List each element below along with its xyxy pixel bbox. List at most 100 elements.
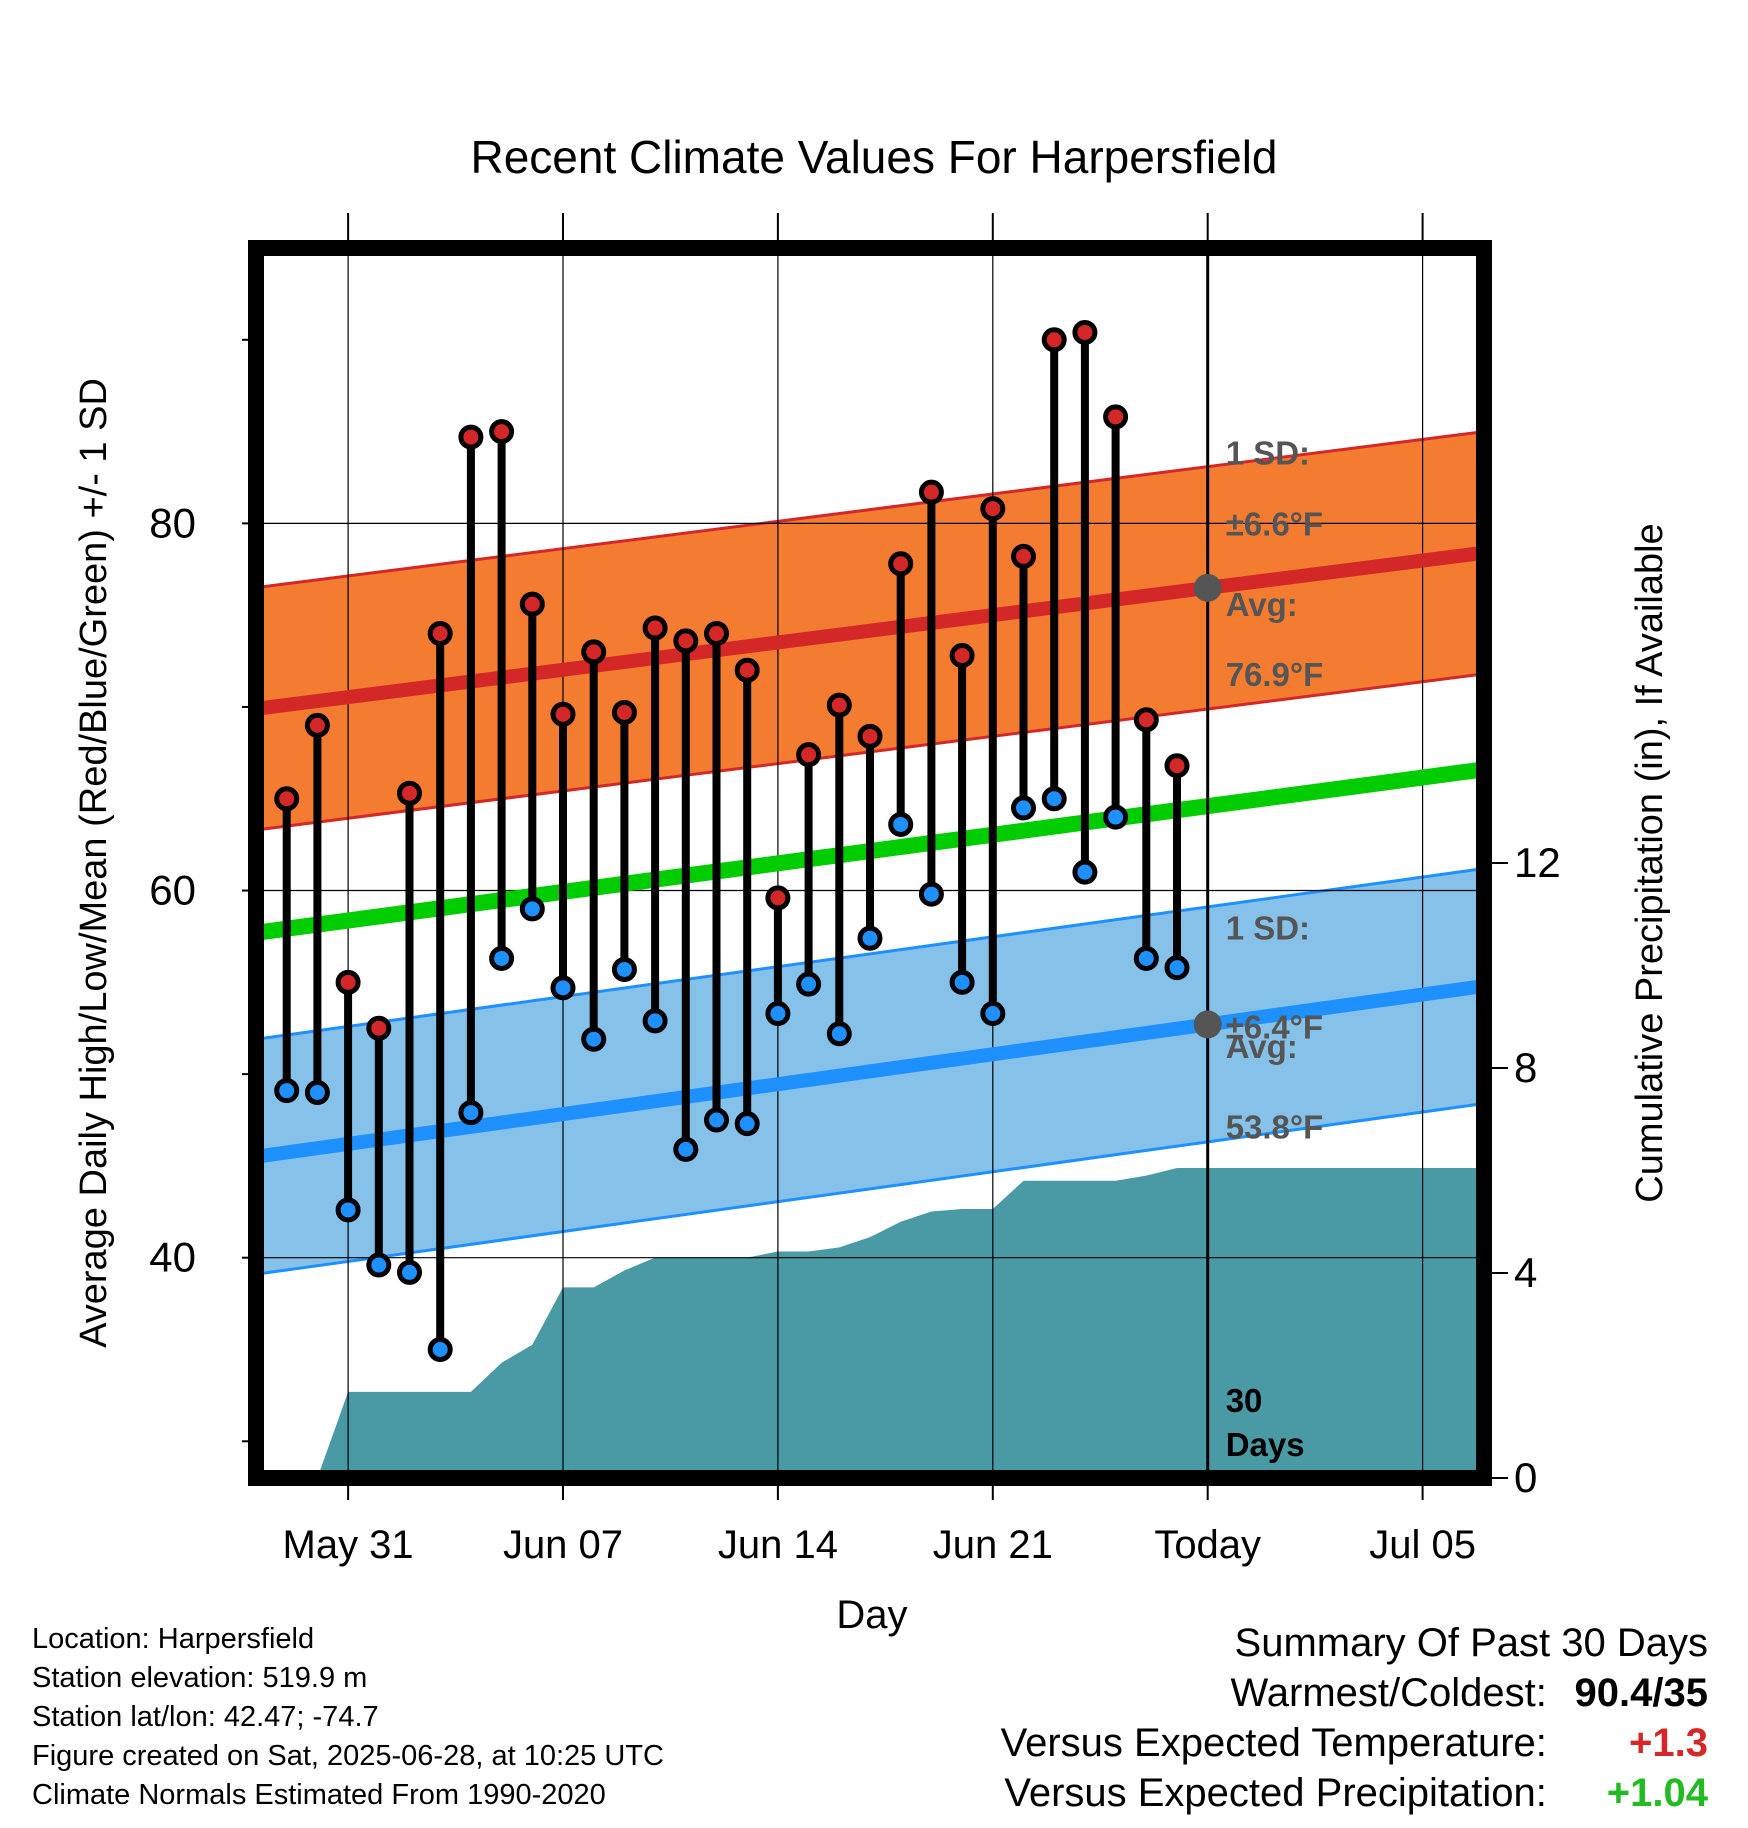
daily-low-point [1041,786,1067,812]
daily-low-point [397,1259,422,1285]
summary-title: Summary Of Past 30 Days [1234,1621,1708,1665]
daily-high-point [704,621,729,647]
y-axis-label: Average Daily High/Low/Mean (Red/Blue/Gr… [73,378,115,1348]
daily-low-point [826,1021,852,1047]
daily-low-point [489,945,515,971]
normal-high-band-upper-edge [255,430,1485,590]
summary-precip-row: Versus Expected Precipitation: +1.04 [1001,1768,1708,1818]
daily-high-point [673,628,699,654]
normal-low-line [255,979,1485,1164]
daily-low-point [550,975,576,1001]
daily-high-point [397,780,422,806]
daily-low-point [304,1079,330,1105]
daily-high-point [1133,707,1159,733]
daily-low-point [611,956,637,982]
y-tick-label-80: 80 [149,499,196,546]
days-count-number: 30 [1226,1382,1263,1419]
chart-title: Recent Climate Values For Harpersfield [470,131,1278,183]
elevation-text: Station elevation: 519.9 m [32,1662,368,1694]
daily-low-point [581,1026,607,1052]
daily-low-point [980,1001,1006,1027]
daily-low-point [335,1197,361,1223]
daily-low-point [1011,795,1036,821]
daily-high-point [980,496,1006,522]
daily-high-point [857,723,883,749]
low-avg-label: Avg: [1226,1028,1298,1065]
daily-low-point [1133,945,1159,971]
daily-low-point [427,1336,453,1362]
today-avg-low-marker [1193,1010,1222,1039]
axes: 40 60 80 0 4 8 12 May 31 Jun 07 Jun 14 Jun 21 Today… [73,213,1671,1637]
daily-high-point [796,742,822,768]
daily-high-point [550,701,576,727]
high-avg-value: 76.9°F [1226,656,1324,693]
daily-low-point [366,1252,392,1278]
today-avg-high-marker [1193,573,1222,602]
summary-warmest-row: Warmest/Coldest: 90.4/35 [1001,1668,1709,1718]
daily-low-point [949,969,975,995]
daily-low-point [734,1111,760,1137]
precip-area [317,1167,1484,1478]
daily-low-point [704,1107,729,1133]
days-count-word: Days [1226,1426,1305,1463]
x-tick-label-5: Jul 05 [1369,1523,1476,1567]
daily-low-point [765,1001,791,1027]
high-sd-label: 1 SD: [1226,434,1310,471]
daily-low-point [857,925,883,951]
daily-high-point [1103,404,1129,430]
daily-high-point [949,643,975,669]
daily-low-point [642,1008,668,1034]
y2-tick-label-0: 0 [1514,1454,1537,1501]
daily-high-point [1041,327,1067,353]
daily-high-point [1164,753,1190,779]
station-info: Location: Harpersfield Station elevation… [32,1620,664,1815]
daily-low-point [519,896,545,922]
daily-high-point [458,424,484,450]
daily-high-point [304,712,330,738]
daily-high-point [427,621,453,647]
temp-anomaly-label: Versus Expected Temperature: [1000,1721,1547,1765]
x-tick-label-3: Jun 21 [933,1523,1053,1567]
normals-text: Climate Normals Estimated From 1990-2020 [32,1779,606,1811]
daily-low-point [1103,804,1129,830]
daily-high-point [581,639,607,665]
daily-low-point [1072,859,1098,885]
x-tick-label-1: Jun 07 [503,1523,623,1567]
latlon-text: Station lat/lon: 42.47; -74.7 [32,1701,379,1733]
summary-temp-row: Versus Expected Temperature: +1.3 [1001,1718,1708,1768]
daily-high-point [366,1015,392,1041]
created-text: Figure created on Sat, 2025-06-28, at 10… [32,1740,664,1772]
daily-high-point [826,692,852,718]
daily-low-point [888,811,914,837]
x-tick-label-4: Today [1154,1523,1261,1567]
daily-high-point [734,657,760,683]
normal-low-band-lower-edge [255,1102,1485,1276]
high-sd-value: ±6.6°F [1226,505,1323,542]
y2-axis-label: Cumulative Precipitation (in), If Availa… [1629,523,1671,1202]
daily-low-point [673,1136,699,1162]
y2-tick-label-4: 4 [1514,1249,1537,1296]
daily-high-point [888,551,914,577]
low-sd-label: 1 SD: [1226,909,1310,946]
y-tick-label-60: 60 [149,867,196,914]
x-axis-label: Day [836,1593,907,1637]
daily-high-point [1072,319,1098,345]
precip-anomaly-value: +1.04 [1606,1771,1708,1815]
daily-high-point [918,479,944,505]
low-sd-value: ±6.4°F [1226,1009,1323,1046]
y2-tick-label-12: 12 [1514,839,1561,886]
x-tick-label-0: May 31 [283,1523,414,1567]
daily-low-point [918,881,944,907]
summary-panel: Summary Of Past 30 Days Warmest/Coldest:… [1001,1618,1708,1818]
normal-low-band-upper-edge [255,867,1485,1041]
y-tick-label-40: 40 [149,1234,196,1281]
plot-frame [248,240,1492,1486]
daily-high-point [519,591,545,617]
warmest-value: 90.4/35 [1574,1671,1708,1715]
daily-high-point [611,699,637,725]
daily-low-point [796,971,822,997]
daily-low-point [274,1078,300,1104]
daily-low-point [1164,955,1190,981]
